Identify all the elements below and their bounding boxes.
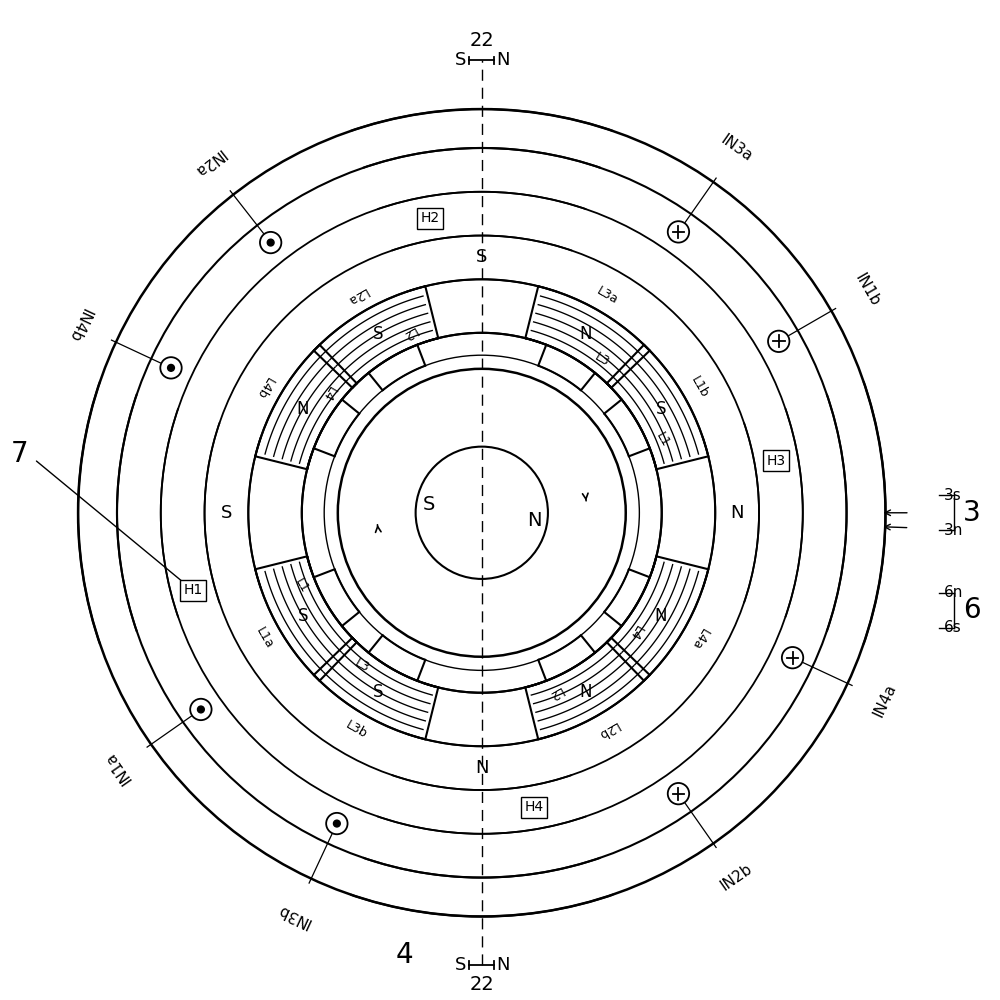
Text: IN1b: IN1b	[851, 271, 882, 310]
Text: H1: H1	[183, 583, 202, 597]
Text: S: S	[423, 495, 435, 514]
Text: N: N	[297, 400, 309, 418]
Text: S: S	[373, 683, 384, 701]
Text: H2: H2	[420, 211, 439, 225]
Text: 4: 4	[395, 941, 413, 969]
Text: 3n: 3n	[944, 523, 963, 538]
Text: L2: L2	[545, 684, 564, 703]
Text: 6: 6	[963, 596, 981, 624]
Text: S: S	[656, 400, 666, 418]
Text: IN2a: IN2a	[190, 146, 226, 179]
Text: IN1a: IN1a	[101, 749, 134, 786]
Text: IN3b: IN3b	[275, 901, 313, 930]
Text: 7: 7	[11, 440, 29, 468]
Text: IN4b: IN4b	[65, 306, 93, 344]
Text: 22: 22	[469, 31, 494, 50]
Circle shape	[333, 820, 340, 827]
Text: L4b: L4b	[253, 374, 276, 400]
Text: N: N	[655, 607, 667, 625]
Text: 6n: 6n	[944, 585, 963, 600]
Text: L3: L3	[592, 350, 611, 369]
Text: H3: H3	[767, 454, 786, 468]
Text: L2: L2	[399, 323, 419, 342]
Text: IN2b: IN2b	[718, 861, 755, 893]
Text: 22: 22	[469, 975, 494, 994]
Text: L2a: L2a	[343, 284, 369, 307]
Text: L1a: L1a	[253, 625, 276, 651]
Text: N: N	[527, 511, 542, 530]
Text: 3s: 3s	[944, 488, 962, 503]
Circle shape	[267, 239, 274, 246]
Text: S: S	[455, 51, 466, 69]
Text: L4: L4	[319, 383, 338, 403]
Text: S: S	[221, 504, 232, 522]
Text: S: S	[455, 956, 466, 974]
Text: IN3a: IN3a	[718, 132, 755, 165]
Text: S: S	[476, 248, 487, 266]
Text: L4: L4	[626, 623, 644, 642]
Circle shape	[168, 364, 174, 371]
Text: N: N	[579, 325, 591, 343]
Text: L1: L1	[292, 576, 311, 595]
Text: H4: H4	[524, 800, 543, 814]
Text: S: S	[298, 607, 308, 625]
Text: L3a: L3a	[594, 284, 620, 307]
Text: N: N	[496, 956, 510, 974]
Text: N: N	[496, 51, 510, 69]
Text: L1b: L1b	[688, 374, 710, 400]
Circle shape	[197, 706, 204, 713]
Text: N: N	[475, 759, 489, 777]
Text: L4a: L4a	[688, 625, 710, 651]
Text: N: N	[730, 504, 744, 522]
Text: N: N	[579, 683, 591, 701]
Text: L1: L1	[653, 430, 672, 450]
Text: 6s: 6s	[944, 620, 962, 635]
Text: S: S	[373, 325, 384, 343]
Text: IN4a: IN4a	[871, 682, 899, 720]
Text: L3b: L3b	[343, 719, 369, 741]
Text: 3: 3	[963, 499, 981, 527]
Text: L2b: L2b	[594, 719, 620, 741]
Text: L3: L3	[352, 657, 372, 675]
